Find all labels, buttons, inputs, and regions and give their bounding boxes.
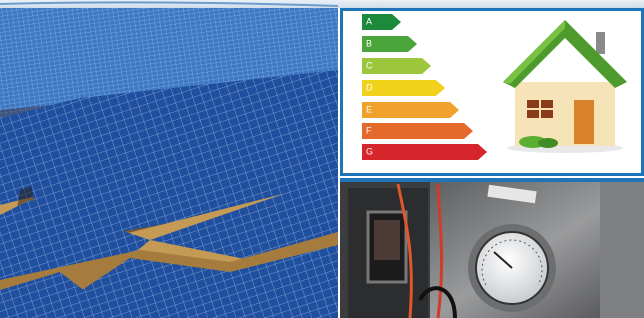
energy-class: E — [366, 104, 372, 114]
energy-class: G — [366, 146, 373, 156]
energy-class: A — [366, 16, 372, 26]
energy-class: D — [366, 82, 373, 92]
energy-panel: A B C D E F G — [340, 8, 644, 176]
page: A B C D E F G — [0, 0, 644, 318]
energy-class: B — [366, 38, 372, 48]
energy-class: F — [366, 125, 372, 135]
solar-photo — [0, 8, 338, 318]
energy-class: C — [366, 60, 373, 70]
top-strip — [0, 0, 644, 8]
machine-photo — [340, 178, 644, 318]
collage: A B C D E F G — [0, 0, 644, 318]
